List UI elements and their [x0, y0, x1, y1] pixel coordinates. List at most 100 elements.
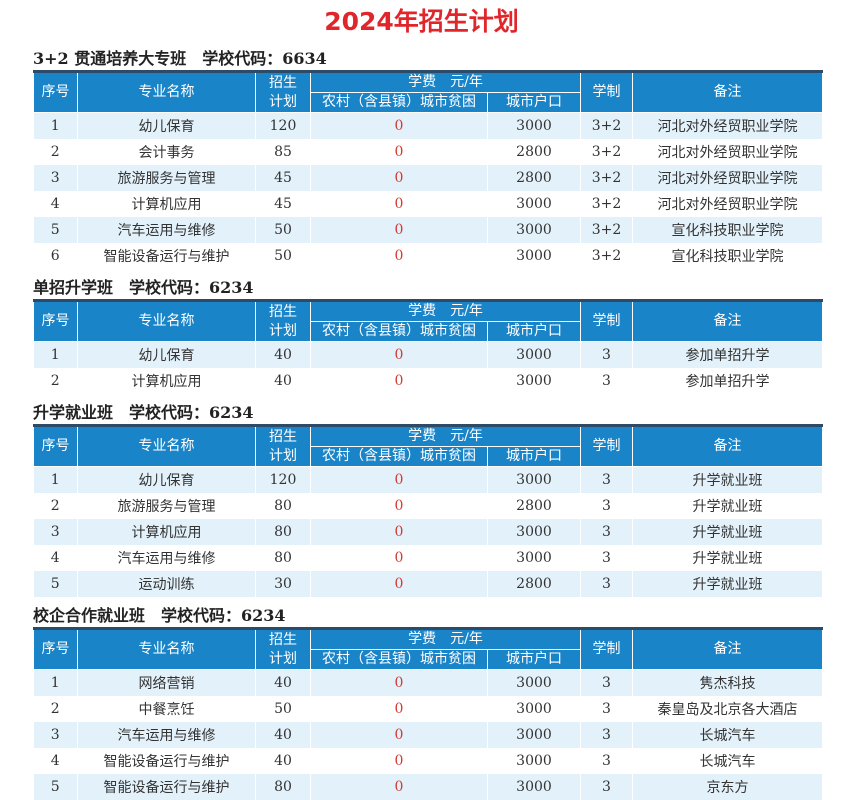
cell-urban: 3000 — [487, 217, 581, 243]
enrollment-table: 序号 专业名称 招生 计划 学费 元/年 学制 备注 农村（含县镇）城市贫困 城市户口 1 幼儿保育… — [33, 299, 823, 394]
header-rural: 农村（含县镇）城市贫困 — [310, 92, 488, 113]
cell-plan: 120 — [255, 466, 311, 493]
cell-rural: 0 — [310, 774, 488, 800]
cell-rural: 0 — [310, 112, 488, 139]
cell-major: 中餐烹饪 — [77, 696, 256, 722]
cell-plan: 85 — [255, 139, 311, 165]
header-plan-top: 招生 — [269, 631, 297, 648]
header-seq: 序号 — [33, 71, 78, 113]
enrollment-table: 序号 专业名称 招生 计划 学费 元/年 学制 备注 农村（含县镇）城市贫困 城市户口 1 幼儿保育… — [33, 424, 823, 597]
cell-seq: 3 — [33, 165, 78, 191]
table-row: 5 运动训练 30 0 2800 3 升学就业班 — [33, 571, 823, 597]
table-row: 4 智能设备运行与维护 40 0 3000 3 长城汽车 — [33, 748, 823, 774]
header-years: 学制 — [580, 300, 633, 342]
header-seq: 序号 — [33, 425, 78, 467]
section-label: 校企合作就业班 学校代码：6234 — [33, 606, 286, 625]
header-major: 专业名称 — [77, 425, 256, 467]
table-row: 1 幼儿保育 120 0 3000 3 升学就业班 — [33, 466, 823, 493]
cell-seq: 1 — [33, 341, 78, 368]
header-rural: 农村（含县镇）城市贫困 — [310, 321, 488, 342]
cell-years: 3+2 — [580, 139, 633, 165]
cell-rural: 0 — [310, 165, 488, 191]
cell-years: 3 — [580, 696, 633, 722]
cell-urban: 3000 — [487, 669, 581, 696]
cell-note: 长城汽车 — [632, 748, 823, 774]
cell-rural: 0 — [310, 466, 488, 493]
cell-note: 河北对外经贸职业学院 — [632, 165, 823, 191]
cell-note: 升学就业班 — [632, 571, 823, 597]
cell-major: 汽车运用与维修 — [77, 217, 256, 243]
header-fee: 学费 元/年 — [310, 300, 581, 322]
table-row: 2 会计事务 85 0 2800 3+2 河北对外经贸职业学院 — [33, 139, 823, 165]
enrollment-table: 序号 专业名称 招生 计划 学费 元/年 学制 备注 农村（含县镇）城市贫困 城市户口 1 幼儿保育… — [33, 70, 823, 269]
cell-plan: 40 — [255, 368, 311, 394]
header-plan-top: 招生 — [269, 74, 297, 91]
cell-major: 汽车运用与维修 — [77, 722, 256, 748]
cell-seq: 3 — [33, 722, 78, 748]
cell-rural: 0 — [310, 368, 488, 394]
cell-note: 河北对外经贸职业学院 — [632, 112, 823, 139]
cell-plan: 80 — [255, 493, 311, 519]
cell-rural: 0 — [310, 519, 488, 545]
cell-plan: 30 — [255, 571, 311, 597]
cell-major: 运动训练 — [77, 571, 256, 597]
cell-years: 3 — [580, 748, 633, 774]
cell-seq: 4 — [33, 748, 78, 774]
cell-plan: 50 — [255, 217, 311, 243]
header-years: 学制 — [580, 71, 633, 113]
cell-seq: 3 — [33, 519, 78, 545]
cell-rural: 0 — [310, 571, 488, 597]
cell-seq: 4 — [33, 545, 78, 571]
cell-note: 秦皇岛及北京各大酒店 — [632, 696, 823, 722]
cell-plan: 45 — [255, 191, 311, 217]
cell-note: 升学就业班 — [632, 466, 823, 493]
cell-plan: 45 — [255, 165, 311, 191]
cell-major: 智能设备运行与维护 — [77, 774, 256, 800]
cell-note: 长城汽车 — [632, 722, 823, 748]
cell-major: 智能设备运行与维护 — [77, 243, 256, 269]
table-row: 4 汽车运用与维修 80 0 3000 3 升学就业班 — [33, 545, 823, 571]
cell-years: 3 — [580, 545, 633, 571]
cell-note: 宣化科技职业学院 — [632, 243, 823, 269]
cell-seq: 4 — [33, 191, 78, 217]
header-years: 学制 — [580, 628, 633, 670]
cell-urban: 3000 — [487, 341, 581, 368]
cell-note: 隽杰科技 — [632, 669, 823, 696]
cell-years: 3 — [580, 493, 633, 519]
cell-major: 幼儿保育 — [77, 341, 256, 368]
cell-plan: 50 — [255, 696, 311, 722]
cell-urban: 3000 — [487, 748, 581, 774]
cell-years: 3+2 — [580, 217, 633, 243]
cell-rural: 0 — [310, 341, 488, 368]
header-fee: 学费 元/年 — [310, 425, 581, 447]
cell-years: 3 — [580, 571, 633, 597]
header-plan: 招生 计划 — [255, 425, 311, 467]
cell-note: 宣化科技职业学院 — [632, 217, 823, 243]
cell-urban: 3000 — [487, 545, 581, 571]
cell-note: 升学就业班 — [632, 493, 823, 519]
header-major: 专业名称 — [77, 71, 256, 113]
cell-years: 3 — [580, 722, 633, 748]
table-row: 3 旅游服务与管理 45 0 2800 3+2 河北对外经贸职业学院 — [33, 165, 823, 191]
cell-seq: 2 — [33, 696, 78, 722]
cell-plan: 80 — [255, 545, 311, 571]
cell-seq: 2 — [33, 139, 78, 165]
cell-rural: 0 — [310, 493, 488, 519]
header-note: 备注 — [632, 425, 823, 467]
cell-years: 3 — [580, 341, 633, 368]
header-plan-bottom: 计划 — [269, 447, 297, 464]
cell-years: 3+2 — [580, 243, 633, 269]
cell-seq: 1 — [33, 112, 78, 139]
cell-note: 升学就业班 — [632, 519, 823, 545]
cell-note: 参加单招升学 — [632, 368, 823, 394]
cell-seq: 2 — [33, 493, 78, 519]
cell-plan: 80 — [255, 519, 311, 545]
table-row: 1 网络营销 40 0 3000 3 隽杰科技 — [33, 669, 823, 696]
table-row: 2 计算机应用 40 0 3000 3 参加单招升学 — [33, 368, 823, 394]
cell-rural: 0 — [310, 669, 488, 696]
header-years: 学制 — [580, 425, 633, 467]
table-row: 3 计算机应用 80 0 3000 3 升学就业班 — [33, 519, 823, 545]
header-note: 备注 — [632, 71, 823, 113]
cell-urban: 3000 — [487, 243, 581, 269]
header-rural: 农村（含县镇）城市贫困 — [310, 446, 488, 467]
